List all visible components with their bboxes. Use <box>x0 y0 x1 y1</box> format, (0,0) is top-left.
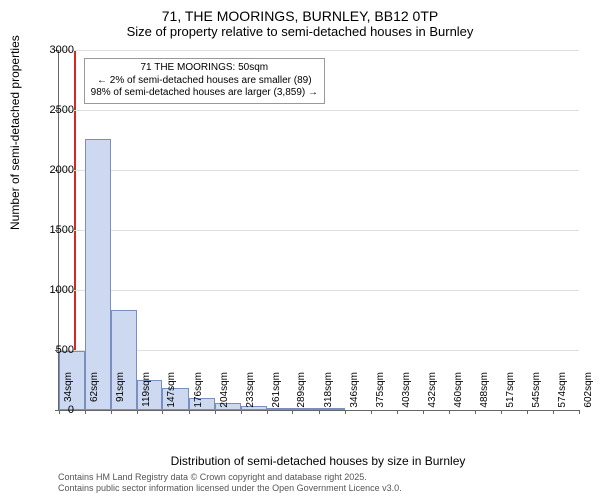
ytick-label: 1500 <box>34 224 74 236</box>
chart-container: 71, THE MOORINGS, BURNLEY, BB12 0TP Size… <box>0 0 600 500</box>
xtick-mark <box>215 410 216 414</box>
xtick-mark <box>267 410 268 414</box>
annotation-box: 71 THE MOORINGS: 50sqm ← 2% of semi-deta… <box>84 58 325 104</box>
xtick-mark <box>475 410 476 414</box>
ytick-label: 2500 <box>34 104 74 116</box>
xtick-mark <box>345 410 346 414</box>
xtick-mark <box>85 410 86 414</box>
xtick-mark <box>319 410 320 414</box>
footer-line2: Contains public sector information licen… <box>58 483 402 494</box>
ytick-label: 1000 <box>34 284 74 296</box>
histogram-bar <box>85 139 112 410</box>
xtick-label: 147sqm <box>166 372 177 414</box>
footer-line1: Contains HM Land Registry data © Crown c… <box>58 472 402 483</box>
xtick-label: 346sqm <box>349 372 360 414</box>
ytick-label: 500 <box>34 344 74 356</box>
xtick-mark <box>111 410 112 414</box>
x-axis-label: Distribution of semi-detached houses by … <box>58 454 578 468</box>
plot-area: 71 THE MOORINGS: 50sqm ← 2% of semi-deta… <box>58 50 579 411</box>
xtick-label: 432sqm <box>427 372 438 414</box>
gridline <box>59 170 579 171</box>
xtick-mark <box>501 410 502 414</box>
xtick-label: 261sqm <box>271 372 282 414</box>
gridline <box>59 290 579 291</box>
chart-title-sub: Size of property relative to semi-detach… <box>0 24 600 45</box>
xtick-label: 204sqm <box>219 372 230 414</box>
xtick-label: 488sqm <box>479 372 490 414</box>
xtick-mark <box>292 410 293 414</box>
xtick-mark <box>553 410 554 414</box>
xtick-mark <box>579 410 580 414</box>
xtick-mark <box>189 410 190 414</box>
footer-attribution: Contains HM Land Registry data © Crown c… <box>58 472 402 494</box>
xtick-label: 403sqm <box>401 372 412 414</box>
gridline <box>59 50 579 51</box>
xtick-mark <box>527 410 528 414</box>
gridline <box>59 110 579 111</box>
gridline <box>59 350 579 351</box>
xtick-label: 62sqm <box>89 372 100 414</box>
xtick-label: 289sqm <box>296 372 307 414</box>
xtick-mark <box>371 410 372 414</box>
annotation-line2: ← 2% of semi-detached houses are smaller… <box>91 75 318 88</box>
xtick-label: 460sqm <box>453 372 464 414</box>
xtick-label: 517sqm <box>505 372 516 414</box>
xtick-label: 318sqm <box>323 372 334 414</box>
xtick-mark <box>137 410 138 414</box>
xtick-label: 119sqm <box>141 372 152 414</box>
xtick-label: 91sqm <box>115 372 126 414</box>
ytick-label: 0 <box>34 404 74 416</box>
xtick-mark <box>241 410 242 414</box>
chart-title-main: 71, THE MOORINGS, BURNLEY, BB12 0TP <box>0 0 600 24</box>
xtick-mark <box>449 410 450 414</box>
xtick-mark <box>423 410 424 414</box>
xtick-label: 574sqm <box>557 372 568 414</box>
xtick-label: 233sqm <box>245 372 256 414</box>
ytick-label: 3000 <box>34 44 74 56</box>
annotation-line1: 71 THE MOORINGS: 50sqm <box>91 62 318 75</box>
gridline <box>59 230 579 231</box>
ytick-label: 2000 <box>34 164 74 176</box>
xtick-mark <box>162 410 163 414</box>
xtick-mark <box>397 410 398 414</box>
xtick-label: 602sqm <box>583 372 594 414</box>
annotation-line3: 98% of semi-detached houses are larger (… <box>91 87 318 100</box>
xtick-label: 176sqm <box>193 372 204 414</box>
xtick-label: 375sqm <box>375 372 386 414</box>
xtick-label: 545sqm <box>531 372 542 414</box>
